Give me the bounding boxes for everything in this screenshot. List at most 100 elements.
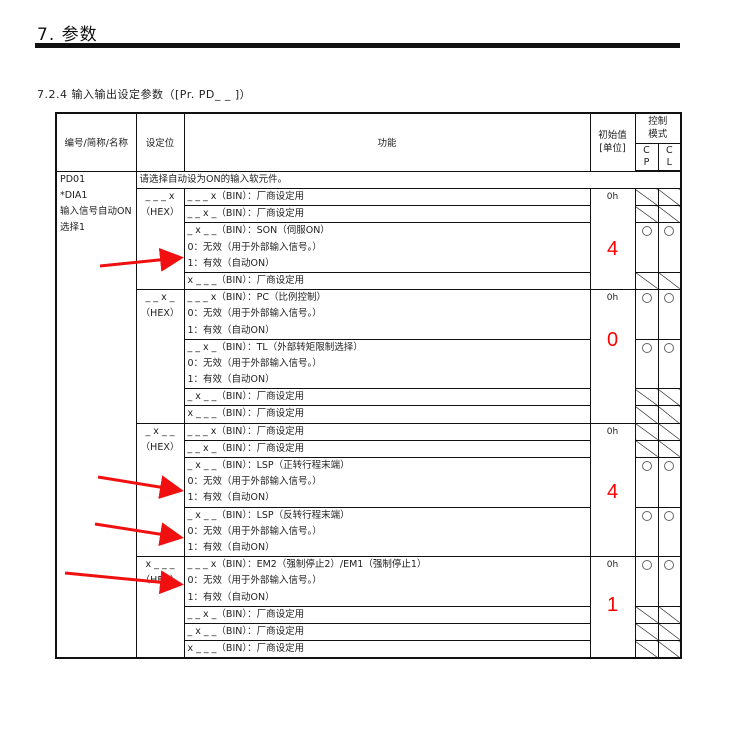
supported-cp xyxy=(634,338,659,390)
function-cell: _ _ x _（BIN）：厂商设定用 xyxy=(183,205,591,224)
function-line: 1：有效（自动ON） xyxy=(187,374,275,386)
circle-icon xyxy=(641,226,652,237)
digit-label: _ _ x _ xyxy=(145,292,175,304)
function-cell: _ _ x _（BIN）：厂商设定用 xyxy=(183,605,591,624)
initial-value: 0h xyxy=(606,560,619,571)
function-line: _ _ x _（BIN）：厂商设定用 xyxy=(187,442,305,454)
initial-value-cell: 0h 4 xyxy=(589,422,636,558)
circle-icon xyxy=(664,560,675,571)
digit-label: _ _ _ x xyxy=(145,191,175,202)
handwritten-value: 4 xyxy=(606,238,619,260)
supported-cl xyxy=(657,457,682,508)
function-cell: _ _ _ x（BIN）：PC（比例控制） 0：无效（用于外部输入信号。） 1：有效… xyxy=(183,289,591,340)
parameter-table: 编号/简称/名称 设定位 功能 初始值 [单位] 控制 模式 C P C L P… xyxy=(55,112,683,660)
not-applicable-cp xyxy=(634,439,659,459)
not-applicable-cp xyxy=(634,405,659,424)
not-applicable-cl xyxy=(657,187,682,207)
digit-cell: x _ _ _ （HEX） xyxy=(135,556,185,659)
supported-cp xyxy=(634,457,659,508)
not-applicable-cl xyxy=(657,422,682,441)
intro-text: 请选择自动设为ON的输入软元件。 xyxy=(135,170,682,189)
section-title: 7.2.4 输入输出设定参数（[Pr. PD_ _ ]） xyxy=(37,88,252,101)
page-title: 7. 参数 xyxy=(37,25,98,45)
function-cell: _ _ _ x（BIN）：EM2（强制停止2）/EM1（强制停止1） 0：无效（用… xyxy=(183,556,591,607)
function-line: _ x _ _（BIN）：SON（伺服ON） xyxy=(187,225,330,237)
function-cell: _ _ x _（BIN）：TL（外部转矩限制选择） 0：无效（用于外部输入信号。）… xyxy=(183,338,591,390)
supported-cl xyxy=(657,222,682,273)
function-line: 1：有效（自动ON） xyxy=(187,324,275,336)
circle-icon xyxy=(641,461,652,471)
digit-cell: _ x _ _ （HEX） xyxy=(135,422,185,558)
not-applicable-cp xyxy=(634,388,659,407)
table-row: x _ _ _（BIN）：厂商设定用 xyxy=(56,271,682,291)
supported-cp xyxy=(634,289,659,340)
hex-label: （HEX） xyxy=(140,308,180,320)
initial-value-cell: 0h 4 xyxy=(589,187,636,291)
function-line: _ _ _ x（BIN）：厂商设定用 xyxy=(187,425,305,437)
function-cell: _ x _ _（BIN）：SON（伺服ON） 0：无效（用于外部输入信号。） 1：有… xyxy=(183,222,591,273)
initial-value: 0h xyxy=(606,426,619,437)
table-row: x _ _ _ （HEX） _ _ _ x（BIN）：EM2（强制停止2）/EM1（… xyxy=(56,556,682,659)
not-applicable-cl xyxy=(657,205,682,224)
supported-cl xyxy=(657,338,682,390)
header-id: 编号/简称/名称 xyxy=(55,112,137,172)
handwritten-value: 1 xyxy=(606,594,619,617)
function-line: _ _ _ x（BIN）：EM2（强制停止2）/EM1（强制停止1） xyxy=(187,559,427,571)
digit-cell: _ _ x _ （HEX） xyxy=(135,289,185,424)
initial-value: 0h xyxy=(606,192,619,202)
header-initial: 初始值 [单位] xyxy=(589,112,636,172)
param-id-cell: PD01 *DIA1 输入信号自动ON选择1 xyxy=(55,170,137,659)
function-cell: x _ _ _（BIN）：厂商设定用 xyxy=(183,405,591,424)
function-line: 1：有效（自动ON） xyxy=(187,541,275,553)
function-line: 0：无效（用于外部输入信号。） xyxy=(187,525,322,537)
not-applicable-cp xyxy=(634,640,659,659)
not-applicable-cl xyxy=(657,439,682,459)
function-line: _ x _ _（BIN）：厂商设定用 xyxy=(187,391,305,403)
circle-icon xyxy=(664,226,675,237)
digit-label: _ x _ _ xyxy=(145,425,175,437)
function-line: _ x _ _（BIN）：厂商设定用 xyxy=(187,625,305,637)
handwritten-value: 0 xyxy=(606,329,619,352)
not-applicable-cp xyxy=(634,622,659,642)
table-row: _ _ x _（BIN）：厂商设定用 xyxy=(56,205,682,224)
supported-cp xyxy=(634,222,659,273)
function-line: _ _ _ x（BIN）：PC（比例控制） xyxy=(187,292,326,304)
hex-label: （HEX） xyxy=(140,207,180,218)
function-line: 0：无效（用于外部输入信号。） xyxy=(187,308,322,320)
circle-icon xyxy=(641,510,652,521)
header-cl: C L xyxy=(657,142,682,172)
circle-icon xyxy=(641,560,652,571)
function-cell: _ x _ _（BIN）：LSP（正转行程末端） 0：无效（用于外部输入信号。） 1… xyxy=(183,457,591,508)
circle-icon xyxy=(664,342,675,353)
function-line: _ _ x _（BIN）：TL（外部转矩限制选择） xyxy=(187,341,363,353)
not-applicable-cp xyxy=(634,422,659,441)
not-applicable-cl xyxy=(657,271,682,291)
function-line: x _ _ _（BIN）：厂商设定用 xyxy=(187,274,305,286)
function-line: _ _ x _（BIN）：厂商设定用 xyxy=(187,608,305,620)
hex-label: （HEX） xyxy=(140,575,180,587)
header-cp: C P xyxy=(634,142,659,172)
handwritten-value: 4 xyxy=(606,480,619,503)
digit-cell: _ _ _ x （HEX） xyxy=(135,187,185,291)
not-applicable-cp xyxy=(634,271,659,291)
table-row: _ _ x _（BIN）：TL（外部转矩限制选择） 0：无效（用于外部输入信号。）… xyxy=(56,338,682,390)
table-row: _ _ x _（BIN）：厂商设定用 xyxy=(56,439,682,459)
function-cell: x _ _ _（BIN）：厂商设定用 xyxy=(183,640,591,659)
title-rule xyxy=(35,43,680,48)
not-applicable-cp xyxy=(634,205,659,224)
function-line: x _ _ _（BIN）：厂商设定用 xyxy=(187,643,305,655)
not-applicable-cl xyxy=(657,388,682,407)
param-abbr: *DIA1 xyxy=(60,189,88,201)
not-applicable-cl xyxy=(657,622,682,642)
hex-label: （HEX） xyxy=(140,441,180,453)
function-line: 0：无效（用于外部输入信号。） xyxy=(187,575,322,587)
function-line: x _ _ _（BIN）：厂商设定用 xyxy=(187,408,305,420)
function-line: 1：有效（自动ON） xyxy=(187,492,275,504)
not-applicable-cl xyxy=(657,405,682,424)
table-row: _ x _ _ （HEX） _ _ _ x（BIN）：厂商设定用 0h 4 xyxy=(56,422,682,558)
table-row: x _ _ _（BIN）：厂商设定用 xyxy=(56,640,682,659)
table-row: _ _ _ x （HEX） _ _ _ x（BIN）：厂商设定用 0h 4 xyxy=(56,187,682,291)
supported-cp xyxy=(634,506,659,558)
function-cell: _ _ x _（BIN）：厂商设定用 xyxy=(183,439,591,459)
function-cell: _ x _ _（BIN）：厂商设定用 xyxy=(183,622,591,642)
